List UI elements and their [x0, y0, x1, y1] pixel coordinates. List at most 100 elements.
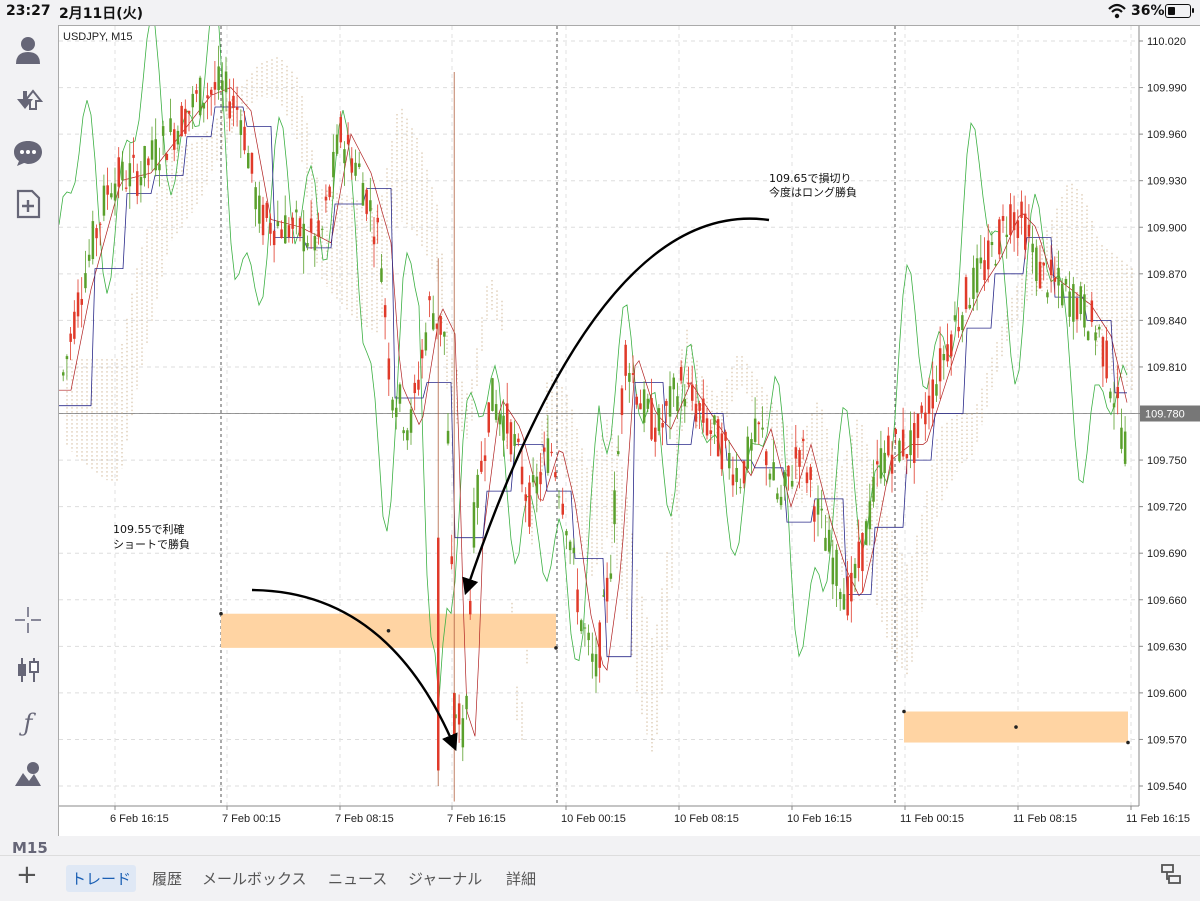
candle: [938, 326, 942, 400]
chat-icon[interactable]: [12, 136, 44, 168]
candle: [432, 295, 435, 332]
candle: [520, 448, 524, 493]
candle: [306, 235, 309, 251]
add-plus-icon[interactable]: +: [16, 860, 38, 890]
candle: [395, 396, 398, 430]
trade-arrows-icon[interactable]: [12, 86, 44, 118]
tab-details[interactable]: 詳細: [506, 870, 537, 888]
candle: [1049, 245, 1053, 293]
crosshair-icon[interactable]: [12, 604, 44, 636]
tab-history[interactable]: 履歴: [152, 870, 183, 888]
candle: [147, 156, 150, 189]
candle: [494, 389, 498, 423]
candle: [898, 438, 901, 463]
indicator-function-icon[interactable]: ƒ: [23, 709, 33, 737]
candle: [628, 362, 631, 403]
candle: [176, 125, 180, 152]
candle: [528, 475, 531, 535]
candle: [95, 224, 98, 257]
candle: [961, 311, 964, 343]
price-tick-label: 109.690: [1147, 548, 1187, 560]
status-time: 23:27: [6, 3, 51, 19]
candlestick-icon[interactable]: [12, 654, 44, 686]
candle: [309, 200, 313, 249]
new-document-icon[interactable]: [12, 188, 44, 220]
tab-news[interactable]: ニュース: [328, 870, 388, 888]
candle: [232, 78, 235, 127]
candle: [1031, 225, 1034, 274]
candle: [1053, 256, 1057, 295]
candle: [1068, 271, 1071, 327]
candle: [1046, 289, 1049, 304]
candle: [979, 235, 983, 270]
candle: [480, 441, 483, 475]
chart-canvas[interactable]: 110.020 109.990 109.960 109.930 109.900 109.8…: [59, 26, 1200, 836]
candles: [62, 45, 1127, 802]
time-tick-label: 7 Feb 08:15: [335, 813, 394, 825]
candle: [861, 532, 864, 593]
candle: [598, 620, 601, 683]
candle: [935, 365, 938, 403]
time-tick-label: 7 Feb 16:15: [447, 813, 506, 825]
layout-split-icon[interactable]: [1160, 863, 1182, 885]
price-tick-label: 109.600: [1147, 688, 1187, 700]
candle: [1120, 408, 1123, 454]
candle: [876, 439, 879, 487]
candle: [639, 389, 642, 410]
candle: [376, 204, 379, 244]
candle: [739, 478, 742, 494]
candle: [213, 60, 217, 106]
candle: [646, 393, 650, 413]
timeframe-label[interactable]: M15: [12, 839, 48, 857]
candle: [654, 414, 657, 457]
candle: [335, 124, 339, 156]
candle: [568, 539, 572, 565]
tab-mailbox[interactable]: メールボックス: [202, 870, 307, 888]
candle: [1086, 330, 1090, 341]
candle: [143, 145, 146, 187]
candle: [391, 396, 394, 419]
candle: [361, 172, 365, 206]
candle: [513, 420, 516, 464]
candle: [728, 440, 731, 480]
tab-trade[interactable]: トレード: [66, 865, 137, 892]
candle: [228, 78, 231, 132]
candle: [779, 484, 783, 510]
candle: [128, 143, 132, 209]
candle: [753, 397, 757, 445]
tab-journal[interactable]: ジャーナル: [408, 870, 483, 888]
candle: [783, 470, 786, 501]
candle: [953, 301, 957, 323]
candle: [261, 196, 265, 245]
account-icon[interactable]: [12, 34, 44, 66]
candle: [1079, 281, 1082, 321]
candle: [343, 141, 346, 186]
price-tick-label: 109.630: [1147, 641, 1187, 653]
candle: [757, 421, 761, 445]
candle: [206, 82, 209, 120]
candle: [358, 152, 361, 170]
candle: [498, 411, 502, 436]
candle: [117, 147, 120, 199]
candle: [1020, 190, 1023, 235]
candle: [561, 487, 564, 519]
candle-spike: [437, 258, 440, 786]
price-chart[interactable]: 110.020 109.990 109.960 109.930 109.900 109.8…: [58, 25, 1200, 836]
price-tick-label: 110.020: [1147, 36, 1186, 48]
candle: [768, 469, 772, 488]
objects-shapes-icon[interactable]: [12, 758, 44, 790]
candle: [1101, 335, 1105, 387]
status-date: 2月11日(火): [59, 6, 144, 22]
candle: [295, 200, 298, 235]
candle: [864, 518, 868, 546]
wifi-icon: [1108, 3, 1126, 19]
candle: [276, 200, 280, 229]
candle: [946, 323, 949, 367]
candle: [106, 167, 109, 210]
candle: [450, 534, 453, 570]
candle: [350, 147, 354, 180]
time-tick-label: 7 Feb 00:15: [222, 813, 281, 825]
candle: [398, 382, 402, 412]
candle: [365, 187, 368, 222]
candle: [805, 467, 809, 494]
